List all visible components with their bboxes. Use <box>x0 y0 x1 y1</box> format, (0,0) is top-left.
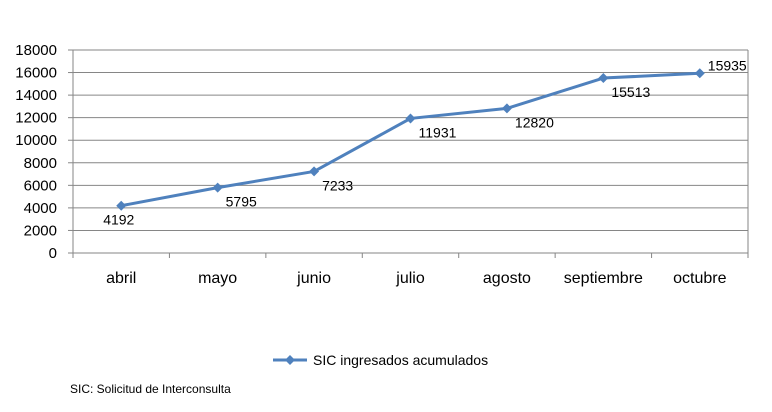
data-point-marker <box>116 200 127 211</box>
x-tick-label: septiembre <box>564 270 643 287</box>
x-tick-label: junio <box>296 270 331 287</box>
data-label: 5795 <box>226 194 257 210</box>
data-point-marker <box>212 182 223 193</box>
y-tick-label: 14000 <box>15 87 57 104</box>
data-label: 15935 <box>708 57 747 73</box>
y-tick-label: 10000 <box>15 132 57 149</box>
data-point-marker <box>694 68 705 79</box>
legend-marker <box>285 355 295 365</box>
y-tick-label: 4000 <box>24 200 57 217</box>
data-label: 12820 <box>515 114 554 130</box>
data-label: 7233 <box>322 177 353 193</box>
legend: SIC ingresados acumulados <box>273 352 488 368</box>
data-point-marker <box>309 166 320 177</box>
x-tick-label: abril <box>106 270 136 287</box>
data-point-marker <box>598 73 609 84</box>
x-tick-label: julio <box>395 270 425 287</box>
y-tick-label: 2000 <box>24 222 57 239</box>
data-point-marker <box>405 113 416 124</box>
data-label: 15513 <box>611 84 650 100</box>
x-tick-labels: abril mayo junio julio agosto septiembre octub… <box>106 270 726 287</box>
footnote: SIC: Solicitud de Interconsulta <box>70 382 231 396</box>
data-labels: 4192 5795 7233 11931 12820 15513 15935 <box>103 57 747 227</box>
y-tick-label: 18000 <box>15 42 57 59</box>
data-point-marker <box>501 103 512 114</box>
y-tick-label: 16000 <box>15 65 57 82</box>
x-tick-label: agosto <box>483 270 531 287</box>
y-tick-labels: 0 2000 4000 6000 8000 10000 12000 14000 16000 180… <box>15 42 57 262</box>
y-tick-label: 0 <box>49 245 57 262</box>
x-tick-label: mayo <box>198 270 237 287</box>
legend-label: SIC ingresados acumulados <box>313 352 488 368</box>
y-tick-label: 12000 <box>15 110 57 127</box>
y-tick-label: 8000 <box>24 155 57 172</box>
data-label: 4192 <box>103 212 134 228</box>
series-line <box>116 68 705 211</box>
x-tick-label: octubre <box>673 270 726 287</box>
y-tick-label: 6000 <box>24 177 57 194</box>
axes <box>68 49 749 258</box>
data-label: 11931 <box>419 124 457 140</box>
